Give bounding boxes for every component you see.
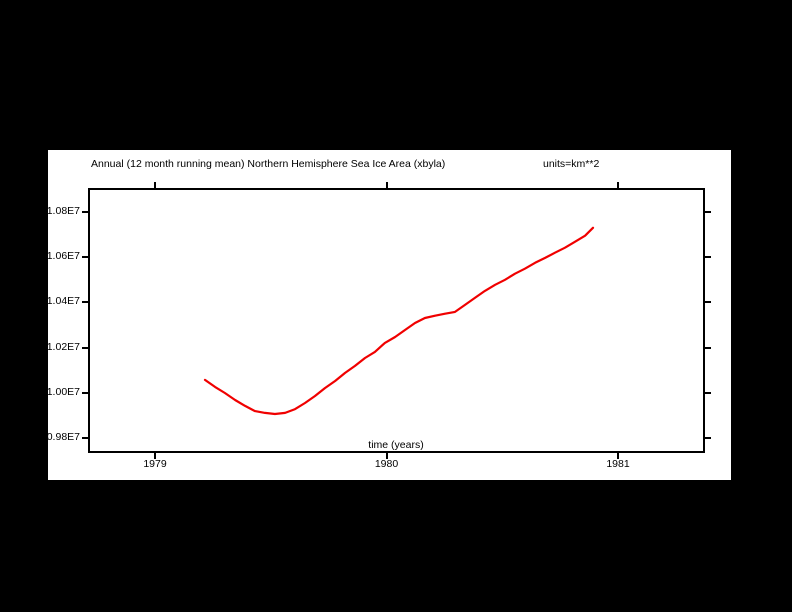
x-tick-label: 1980 (374, 458, 399, 470)
y-tick-label: 0.98E7 (46, 431, 80, 443)
y-tick-label: 1.04E7 (46, 295, 80, 308)
y-tick-label: 1.02E7 (46, 340, 80, 353)
x-tick-label: 1981 (606, 458, 630, 470)
y-axis-tick (82, 301, 88, 304)
y-axis-right-tick (705, 211, 711, 213)
chart-title: Annual (12 month running mean) Northern … (91, 158, 446, 170)
y-tick-label: 1.00E7 (46, 385, 80, 398)
y-axis-right-tick (705, 256, 711, 259)
x-axis-top-tick (385, 182, 388, 188)
plot-frame (88, 188, 705, 453)
units-label: units=km**2 (543, 158, 600, 170)
y-tick-label: 1.06E7 (46, 250, 80, 263)
y-axis-right-tick (705, 301, 711, 304)
x-axis-tick (154, 453, 156, 459)
axes-layer: 1.08E7 1.06E7 1.04E7 1.02E7 1.00E7 0.98E7 1979… (47, 150, 731, 480)
y-axis-tick (82, 437, 88, 439)
y-axis-tick (82, 346, 88, 349)
y-axis-right-tick (705, 391, 711, 394)
x-tick-label: 1979 (143, 458, 167, 470)
y-axis-tick (82, 211, 88, 213)
x-axis-title: time (years) (368, 439, 424, 451)
y-axis-right-tick (705, 437, 711, 439)
y-axis-right-tick (705, 346, 711, 349)
plot-canvas: Annual (12 month running mean) Northern … (47, 150, 731, 480)
x-axis-top-tick (617, 182, 619, 188)
y-axis-tick (82, 256, 88, 259)
y-axis-tick (82, 391, 88, 394)
y-tick-label: 1.08E7 (46, 205, 80, 217)
x-axis-tick (617, 453, 619, 459)
x-axis-top-tick (154, 182, 156, 188)
x-axis-tick (385, 453, 388, 459)
